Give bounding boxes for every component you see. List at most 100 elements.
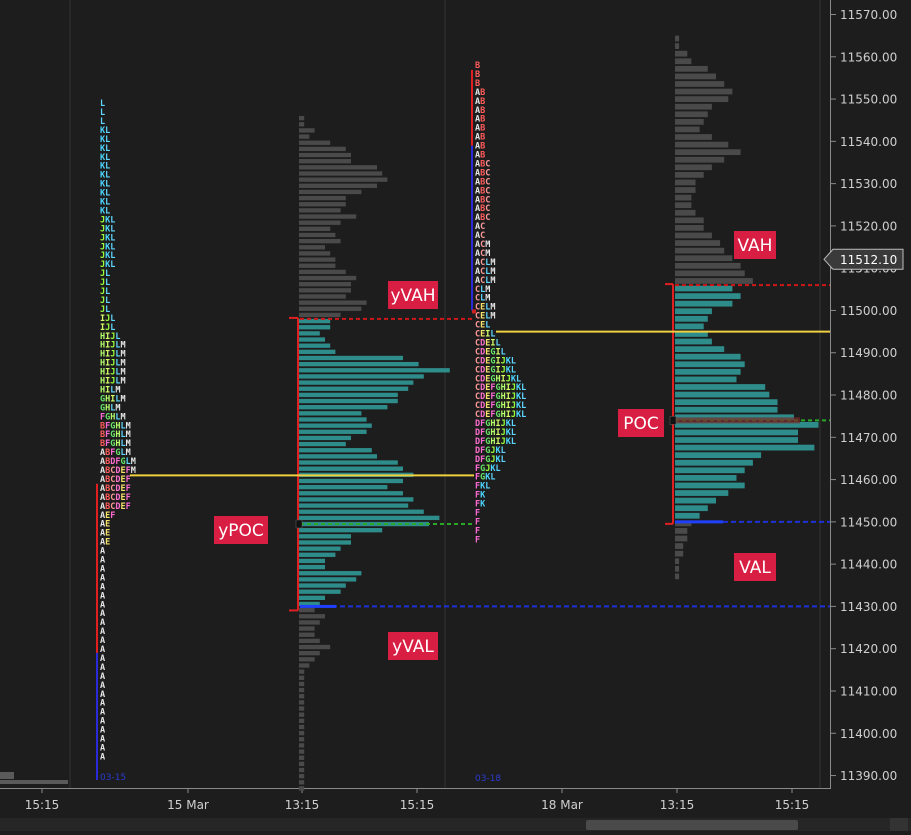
tpo-row: A bbox=[100, 636, 105, 646]
price-tick-label: 11520.00 bbox=[840, 219, 897, 233]
volume-bar bbox=[299, 282, 351, 287]
volume-bar bbox=[675, 134, 712, 140]
volume-bar bbox=[675, 111, 708, 118]
volume-bar bbox=[675, 171, 704, 178]
volume-bar bbox=[299, 564, 325, 570]
volume-bar bbox=[675, 459, 753, 466]
tpo-row: A bbox=[100, 609, 105, 619]
tpo-row: A bbox=[100, 663, 105, 673]
volume-bar bbox=[675, 96, 729, 103]
tpo-row: B bbox=[475, 70, 480, 80]
volume-bar bbox=[299, 657, 315, 662]
volume-bar bbox=[675, 490, 729, 496]
tpo-row: JL bbox=[100, 287, 110, 297]
volume-bar bbox=[299, 675, 305, 680]
volume-bar bbox=[675, 437, 798, 443]
volume-bar bbox=[299, 669, 305, 674]
price-tick-label: 11410.00 bbox=[840, 684, 897, 698]
tpo-profile-day2: BBBABABABABABABABABABCABCABCABCABCABCABC… bbox=[475, 61, 526, 545]
price-axis-bg bbox=[830, 0, 911, 790]
volume-bar bbox=[675, 535, 688, 542]
volume-bar bbox=[675, 543, 684, 549]
tpo-row: ABC bbox=[475, 213, 490, 223]
price-tick-label: 11440.00 bbox=[840, 558, 897, 572]
tpo-row: A bbox=[100, 564, 105, 574]
tpo-row: ABCDEFM bbox=[100, 466, 136, 476]
volume-bar bbox=[299, 687, 305, 693]
volume-bar bbox=[675, 474, 737, 481]
tpo-row: AB bbox=[475, 133, 485, 143]
prev-profile-bar bbox=[0, 772, 14, 779]
tpo-row: JKL bbox=[100, 242, 115, 252]
volume-bar bbox=[299, 700, 305, 705]
tpo-row: JKL bbox=[100, 233, 115, 243]
tpo-row: CDEIL bbox=[475, 338, 501, 348]
volume-bar bbox=[299, 245, 325, 250]
tpo-row: ABFGLM bbox=[100, 448, 131, 458]
tpo-row: B bbox=[475, 61, 480, 71]
volume-bar bbox=[675, 73, 716, 80]
volume-bar bbox=[299, 288, 351, 293]
tpo-open-marker bbox=[472, 309, 476, 314]
tpo-row: CELM bbox=[475, 312, 496, 322]
tpo-row: A bbox=[100, 717, 105, 727]
tpo-row: AE bbox=[100, 538, 110, 548]
volume-bar bbox=[675, 126, 700, 133]
volume-bar bbox=[675, 368, 741, 375]
price-tick-label: 11460.00 bbox=[840, 473, 897, 487]
volume-bar bbox=[299, 478, 403, 484]
poc-marker bbox=[669, 416, 677, 425]
tpo-row: BFGHLM bbox=[100, 439, 131, 449]
poc-highlight bbox=[675, 417, 800, 424]
volume-bar bbox=[299, 398, 398, 404]
volume-bar bbox=[675, 232, 712, 239]
volume-bar bbox=[299, 484, 388, 490]
tpo-row: A bbox=[100, 743, 105, 753]
volume-bar bbox=[299, 718, 305, 724]
tpo-row: DFGHIJKL bbox=[475, 419, 516, 429]
volume-bar bbox=[299, 122, 305, 127]
volume-bar bbox=[299, 128, 315, 133]
tpo-row: JKL bbox=[100, 224, 115, 234]
volume-bar bbox=[299, 441, 346, 447]
tpo-row: BFGHLM bbox=[100, 430, 131, 440]
tpo-row: L bbox=[100, 108, 105, 118]
volume-bar bbox=[299, 423, 372, 428]
annotation-box-yvah bbox=[388, 281, 438, 309]
time-tick-label: 18 Mar bbox=[541, 798, 583, 812]
tpo-row: A bbox=[100, 591, 105, 601]
volume-bar bbox=[299, 380, 414, 385]
volume-bar bbox=[299, 620, 320, 625]
tpo-row: KL bbox=[100, 206, 110, 216]
volume-bar bbox=[675, 43, 680, 49]
volume-bar bbox=[675, 399, 778, 406]
volume-bar bbox=[299, 724, 305, 730]
tpo-row: BFGHLM bbox=[100, 421, 131, 431]
volume-bar bbox=[675, 81, 725, 87]
volume-bar bbox=[675, 35, 680, 42]
tpo-row: ABDFGLM bbox=[100, 457, 136, 467]
tpo-row: AB bbox=[475, 88, 485, 98]
time-tick-label: 15:15 bbox=[775, 798, 810, 812]
volume-bar bbox=[675, 505, 708, 512]
volume-bar bbox=[675, 270, 745, 277]
annotation-label-ypoc: yPOC bbox=[218, 521, 264, 541]
volume-bar bbox=[299, 491, 403, 496]
volume-bar bbox=[675, 187, 696, 193]
volume-bar bbox=[675, 202, 692, 209]
tpo-row: JL bbox=[100, 296, 110, 306]
volume-bar bbox=[299, 343, 331, 348]
tpo-row: F bbox=[475, 526, 480, 536]
tpo-row: KL bbox=[100, 126, 110, 136]
volume-bar bbox=[299, 767, 305, 773]
volume-bar bbox=[299, 349, 336, 355]
volume-bar bbox=[299, 275, 357, 281]
tpo-profile-day1: LLLKLKLKLKLKLKLKLKLKLKLJKLJKLJKLJKLJKLJK… bbox=[100, 99, 136, 762]
volume-bar bbox=[675, 467, 745, 474]
volume-bar bbox=[299, 355, 403, 361]
tpo-row: IJL bbox=[100, 323, 115, 333]
volume-bar bbox=[299, 429, 367, 434]
annotation-label-val: VAL bbox=[739, 558, 771, 578]
volume-bar bbox=[299, 454, 377, 459]
tpo-row: KL bbox=[100, 144, 110, 154]
